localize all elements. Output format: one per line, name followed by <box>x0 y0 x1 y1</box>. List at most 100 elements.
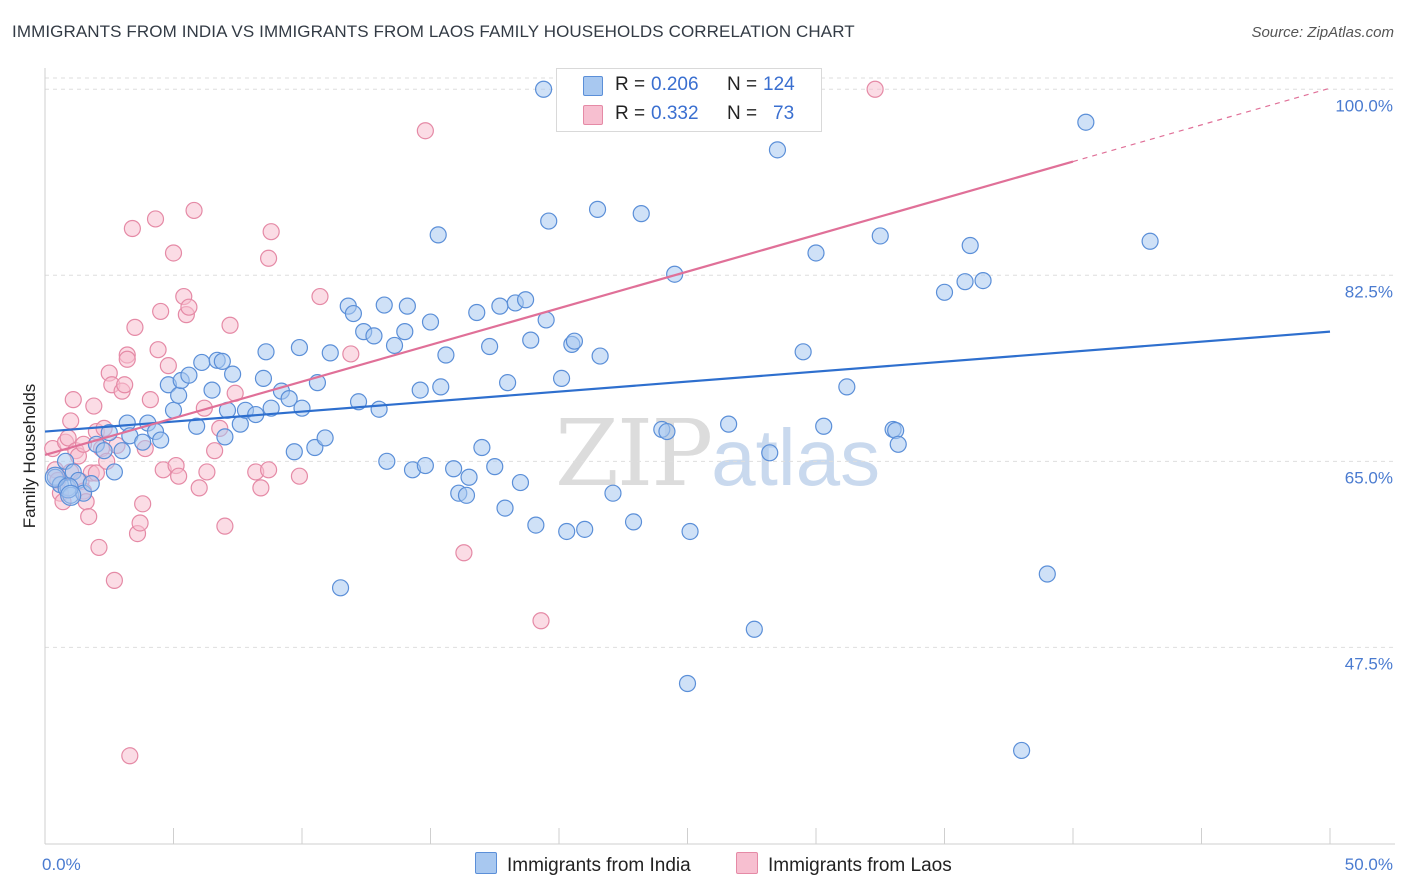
india-n-label: N = <box>727 74 758 95</box>
y-tick-label: 65.0% <box>1345 468 1393 487</box>
india-point <box>565 332 584 350</box>
india-point <box>421 313 440 331</box>
laos-point <box>180 298 198 316</box>
y-axis-label: Family Households <box>20 383 39 529</box>
india-point <box>935 283 954 301</box>
india-point <box>527 516 545 534</box>
india-point <box>321 344 339 362</box>
trend-lines <box>44 87 1331 456</box>
india-point <box>180 366 198 384</box>
india-point <box>365 327 383 345</box>
laos-points <box>44 80 884 765</box>
india-point <box>974 272 992 290</box>
india-swatch <box>583 76 603 96</box>
laos-swatch <box>583 105 603 125</box>
india-point <box>1077 113 1095 131</box>
laos-point <box>342 345 360 363</box>
laos-point <box>259 249 278 267</box>
y-tick-label: 100.0% <box>1335 96 1393 115</box>
laos-point <box>64 391 82 409</box>
india-point <box>224 365 242 383</box>
india-point <box>398 297 416 315</box>
laos-n-label: N = <box>727 103 758 124</box>
source-label: Source: ZipAtlas.com <box>1251 24 1394 41</box>
axes <box>44 68 1395 845</box>
india-point <box>1038 565 1056 583</box>
zipatlas-watermark: ZIPatlas <box>555 400 880 507</box>
india-point <box>496 499 514 517</box>
india-point <box>216 428 234 446</box>
india-point <box>591 347 609 365</box>
laos-point <box>126 318 144 336</box>
india-point <box>486 458 504 476</box>
laos-point <box>311 287 329 306</box>
india-point <box>522 331 540 349</box>
laos-trend-line <box>44 160 1074 456</box>
india-point <box>170 386 188 405</box>
gridlines <box>45 77 1395 648</box>
laos-r-value: 0.332 <box>651 103 699 124</box>
laos-point <box>131 514 149 532</box>
india-point <box>457 486 476 504</box>
india-r-value: 0.206 <box>651 74 699 95</box>
y-tick-label: 82.5% <box>1345 282 1393 301</box>
x-tick-label-max: 50.0% <box>1345 855 1393 874</box>
india-point <box>576 520 594 538</box>
india-legend-swatch <box>475 852 497 874</box>
india-points <box>44 80 1159 760</box>
india-point <box>290 338 309 357</box>
laos-point <box>259 461 278 479</box>
laos-point <box>118 350 136 368</box>
india-point <box>188 417 206 435</box>
india-point <box>956 273 974 291</box>
india-point <box>396 323 414 341</box>
india-point <box>411 381 429 399</box>
laos-point <box>190 479 208 497</box>
india-point <box>552 369 571 387</box>
india-point <box>385 336 404 355</box>
india-point <box>460 468 478 486</box>
india-point <box>678 674 697 693</box>
watermark-atlas: atlas <box>711 413 881 502</box>
india-r-label: R = <box>615 74 646 95</box>
india-point <box>432 378 450 396</box>
india-point <box>370 400 388 418</box>
india-point <box>1141 232 1159 250</box>
india-point <box>658 422 676 441</box>
india-point <box>761 444 779 462</box>
india-point <box>416 456 434 475</box>
india-point <box>262 399 280 417</box>
laos-point <box>123 219 141 238</box>
india-point <box>293 399 311 417</box>
india-point <box>516 291 535 309</box>
india-point <box>588 200 607 218</box>
laos-point <box>532 612 550 630</box>
india-point <box>152 431 170 449</box>
laos-point <box>90 538 108 557</box>
india-point <box>82 475 100 493</box>
india-point <box>632 205 650 223</box>
india-point <box>105 463 123 481</box>
india-point <box>889 435 907 453</box>
laos-r-label: R = <box>615 103 646 124</box>
laos-point <box>146 210 165 228</box>
bottom-legend-india: Immigrants from India <box>475 852 691 877</box>
india-legend-label: Immigrants from India <box>507 855 691 876</box>
india-point <box>134 433 152 451</box>
laos-point <box>152 302 170 321</box>
india-point <box>285 443 303 461</box>
laos-point <box>134 495 152 513</box>
laos-point <box>85 397 103 415</box>
laos-point <box>221 316 239 334</box>
india-point <box>193 353 211 372</box>
laos-point <box>866 80 884 98</box>
india-point <box>720 415 738 433</box>
india-point <box>257 343 275 361</box>
stats-legend: R = 0.206 N = 124 R = 0.332 N = 73 <box>556 68 822 132</box>
india-point <box>887 421 905 440</box>
laos-point <box>262 223 280 241</box>
india-point <box>203 381 221 399</box>
india-point <box>558 522 576 541</box>
india-point <box>499 374 517 392</box>
